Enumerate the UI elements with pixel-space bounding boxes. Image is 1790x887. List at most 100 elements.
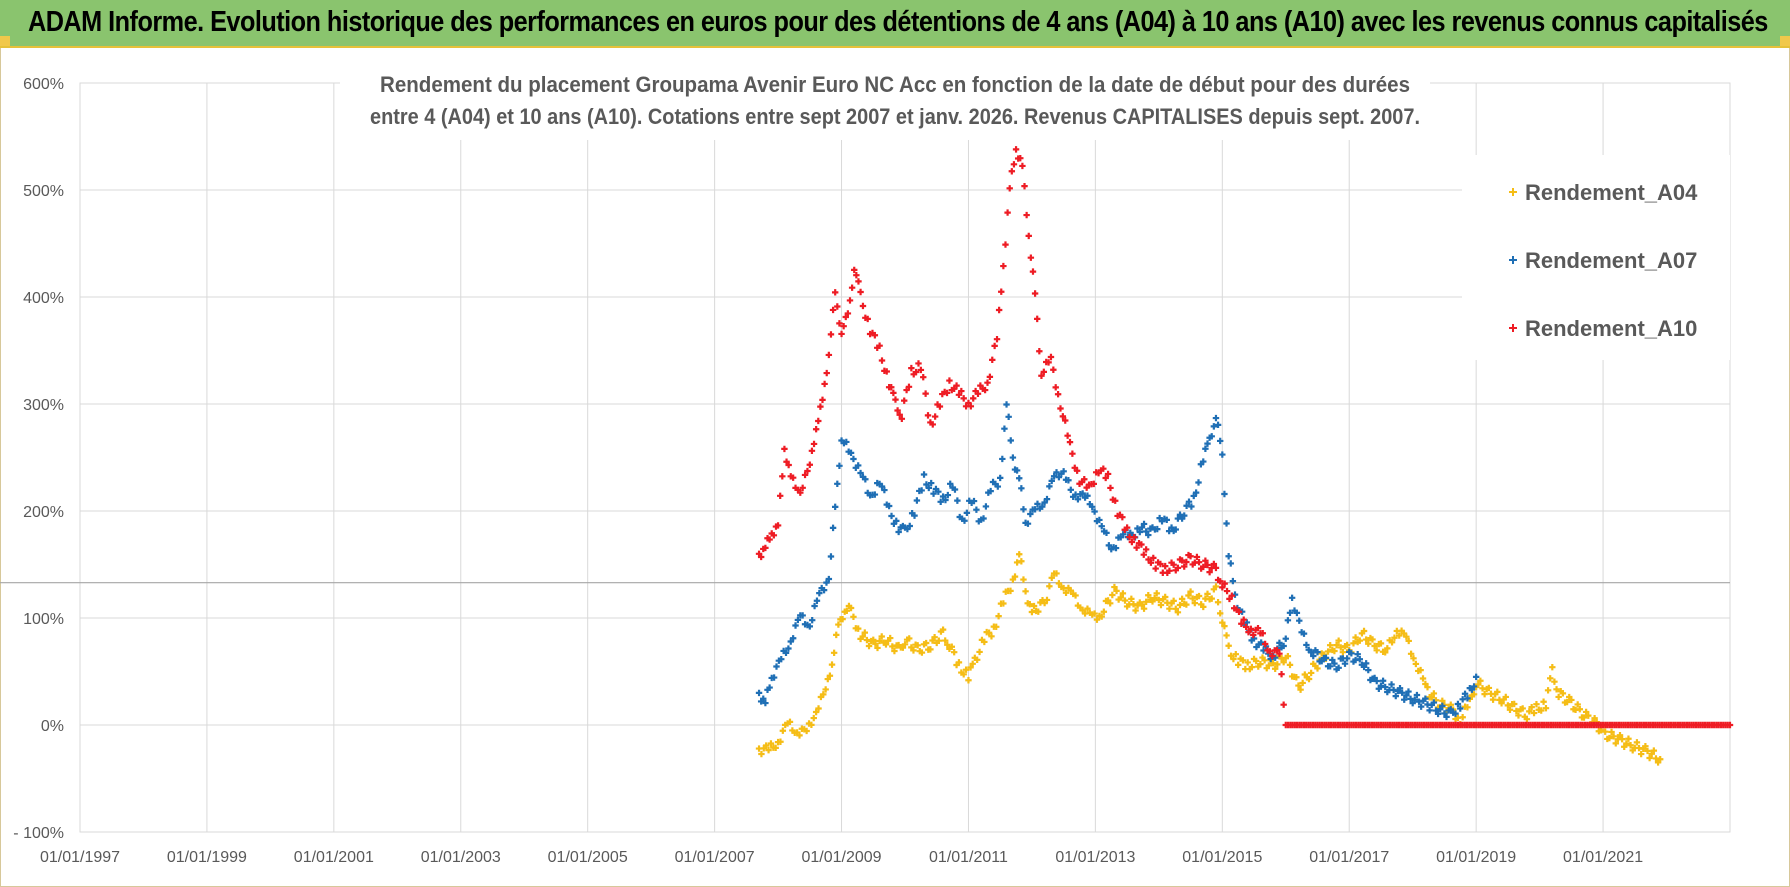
data-point (1204, 561, 1211, 569)
data-point (1384, 645, 1391, 652)
data-point (827, 553, 835, 560)
data-point (1163, 516, 1170, 524)
data-point (870, 636, 877, 644)
data-point (823, 579, 830, 586)
data-point (955, 659, 963, 666)
data-point (840, 323, 847, 330)
data-point (982, 503, 990, 510)
data-point (918, 487, 925, 494)
data-point (848, 284, 856, 291)
data-point (1377, 682, 1385, 689)
data-point (851, 266, 858, 274)
data-point (988, 633, 995, 640)
data-point (1055, 473, 1063, 481)
data-point (1627, 742, 1634, 749)
data-point (1549, 663, 1556, 671)
data-point (1390, 686, 1397, 694)
data-point (925, 484, 932, 492)
data-point (996, 474, 1004, 482)
data-point (1265, 662, 1273, 669)
data-point (1072, 592, 1079, 599)
data-point (906, 522, 913, 530)
legend-entry: Rendement_A04 (1509, 180, 1698, 205)
data-point (854, 625, 862, 632)
data-point (1219, 619, 1226, 626)
data-point (1646, 754, 1653, 762)
data-point (1073, 467, 1081, 474)
data-point (874, 644, 881, 652)
data-point (993, 335, 1001, 343)
data-point (995, 306, 1003, 314)
data-point (1192, 489, 1200, 496)
data-point (1574, 701, 1581, 708)
data-point (1405, 688, 1412, 695)
data-point (1140, 520, 1148, 528)
data-point (1145, 531, 1152, 539)
data-point (917, 366, 925, 374)
data-point (1252, 657, 1260, 665)
data-point (1112, 544, 1120, 552)
data-point (965, 399, 972, 407)
legend-label: Rendement_A10 (1525, 316, 1697, 341)
data-point (1104, 470, 1112, 478)
data-point (1151, 594, 1158, 602)
data-point (1066, 438, 1074, 446)
data-point (1003, 401, 1010, 408)
data-point (1140, 551, 1147, 558)
data-point (762, 544, 769, 552)
data-point (929, 637, 936, 644)
data-point (1259, 630, 1266, 637)
data-point (935, 488, 942, 495)
data-point (1067, 486, 1074, 494)
x-tick-label: 01/01/2011 (929, 849, 1008, 866)
data-point (1204, 590, 1211, 598)
data-point (1221, 580, 1228, 587)
data-point (778, 655, 785, 663)
data-point (1200, 458, 1207, 465)
data-point (1112, 497, 1119, 504)
data-point (765, 746, 772, 754)
header-bar: ADAM Informe. Evolution historique des p… (0, 0, 1790, 48)
data-point (1540, 698, 1547, 705)
data-point (836, 320, 843, 327)
data-point (1498, 700, 1505, 707)
data-point (1454, 700, 1462, 708)
data-point (989, 356, 996, 364)
data-point (808, 721, 815, 729)
data-point (970, 395, 977, 402)
corner-mark-left (0, 36, 10, 46)
data-point (824, 675, 831, 683)
data-point (1553, 686, 1560, 693)
data-point (1016, 475, 1023, 482)
data-point (1017, 155, 1024, 162)
data-point (1012, 146, 1020, 153)
data-point (1261, 640, 1269, 648)
data-point (1045, 359, 1052, 366)
data-point (1244, 659, 1251, 666)
data-point (1091, 508, 1098, 515)
data-point (1329, 656, 1336, 664)
data-point (820, 586, 828, 594)
data-point (781, 445, 788, 453)
data-point (1157, 560, 1164, 568)
data-point (1147, 559, 1155, 566)
data-point (757, 553, 765, 561)
data-point (1020, 576, 1027, 583)
data-point (1350, 640, 1357, 647)
data-point (1100, 608, 1108, 615)
data-point (1223, 587, 1231, 595)
data-point (839, 615, 846, 623)
data-point (1010, 161, 1018, 168)
data-point (1000, 600, 1007, 607)
data-point (1409, 699, 1416, 707)
x-tick-label: 01/01/2015 (1182, 849, 1262, 866)
data-point (878, 633, 885, 640)
data-point (1190, 492, 1197, 500)
data-point (1214, 599, 1222, 606)
data-point (1610, 733, 1617, 740)
data-point (1307, 669, 1315, 677)
data-point (1293, 674, 1300, 681)
data-point (815, 417, 822, 425)
data-point (1354, 650, 1361, 658)
data-point (1419, 675, 1427, 682)
